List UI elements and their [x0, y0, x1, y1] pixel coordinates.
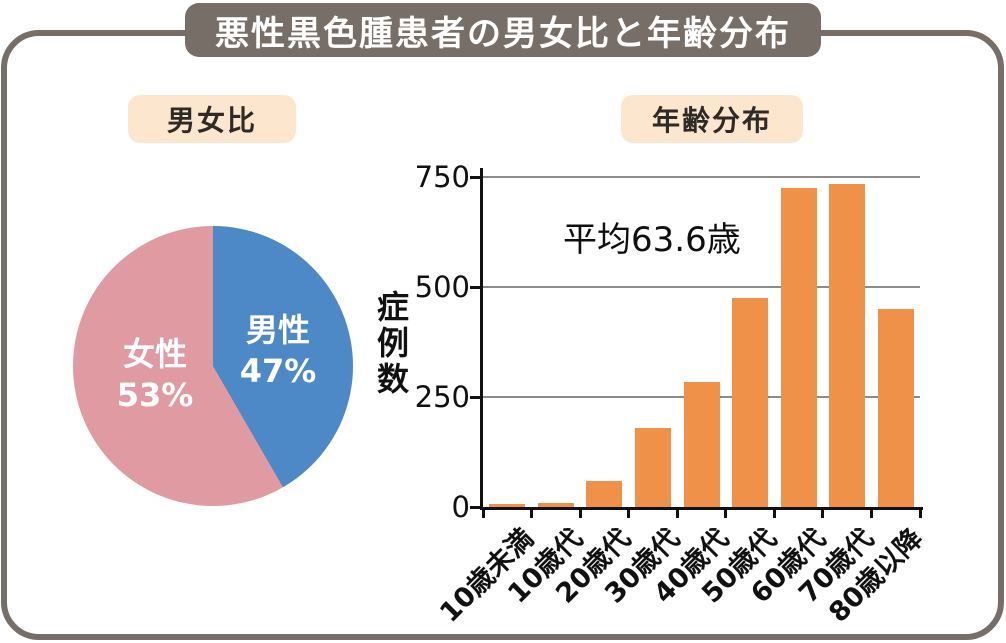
gridline-500	[483, 286, 920, 288]
section-label-gender-ratio-text: 男女比	[166, 104, 257, 137]
y-tick-label-0: 0	[451, 490, 470, 524]
gridline-750	[483, 176, 920, 178]
x-tick-mark-8	[869, 507, 873, 518]
x-tick-mark-7	[821, 507, 825, 518]
y-tick-label-500: 500	[414, 270, 470, 304]
mean-age-annotation: 平均63.6歳	[563, 220, 741, 260]
y-tick-label-250: 250	[414, 380, 470, 414]
male-percentage: 47%	[239, 352, 317, 390]
x-tick-mark-4	[675, 507, 679, 518]
bar-plot	[483, 176, 920, 507]
male-label: 男性	[245, 311, 310, 350]
x-tick-mark-2	[578, 507, 582, 518]
x-tick-mark-6	[772, 507, 776, 518]
bar-60歳代	[780, 188, 817, 507]
gender-pie-chart: 男性 47% 女性 53%	[73, 226, 353, 506]
page-title: 悪性黒色腫患者の男女比と年齢分布	[215, 13, 791, 54]
x-tick-mark-3	[627, 507, 631, 518]
bar-80歳以降	[877, 309, 914, 507]
x-tick-mark-9	[918, 507, 922, 518]
bar-20歳代	[586, 481, 623, 507]
y-tick-mark-0	[470, 505, 481, 509]
female-percentage: 53%	[116, 376, 194, 414]
x-tick-mark-0	[481, 507, 485, 518]
bar-70歳代	[829, 184, 866, 507]
bar-30歳代	[634, 428, 671, 507]
section-label-age-distribution: 年齢分布	[621, 95, 803, 143]
title-banner: 悪性黒色腫患者の男女比と年齢分布	[185, 3, 821, 57]
bar-10歳代	[537, 503, 574, 507]
bar-40歳代	[683, 382, 720, 507]
section-label-age-distribution-text: 年齢分布	[651, 104, 772, 137]
y-tick-label-750: 750	[414, 160, 470, 194]
bar-50歳代	[732, 298, 769, 507]
x-axis-line	[480, 507, 923, 510]
pie-slice-female-label: 女性 53%	[117, 334, 194, 416]
female-label: 女性	[122, 335, 187, 374]
y-tick-mark-250	[470, 395, 481, 399]
y-axis-title: 症例数	[372, 290, 410, 398]
y-tick-mark-500	[470, 285, 481, 289]
y-axis-line	[480, 168, 483, 510]
x-tick-mark-1	[530, 507, 534, 518]
pie-slice-male-label: 男性 47%	[240, 310, 317, 392]
bar-10歳未満	[489, 504, 526, 507]
age-bar-chart: 症例数 平均63.6歳 0 250 500 750 10歳未満 10歳代 20歳代 30歳代 4…	[360, 160, 980, 638]
x-tick-mark-5	[724, 507, 728, 518]
y-tick-mark-750	[470, 175, 481, 179]
section-label-gender-ratio: 男女比	[128, 95, 296, 143]
